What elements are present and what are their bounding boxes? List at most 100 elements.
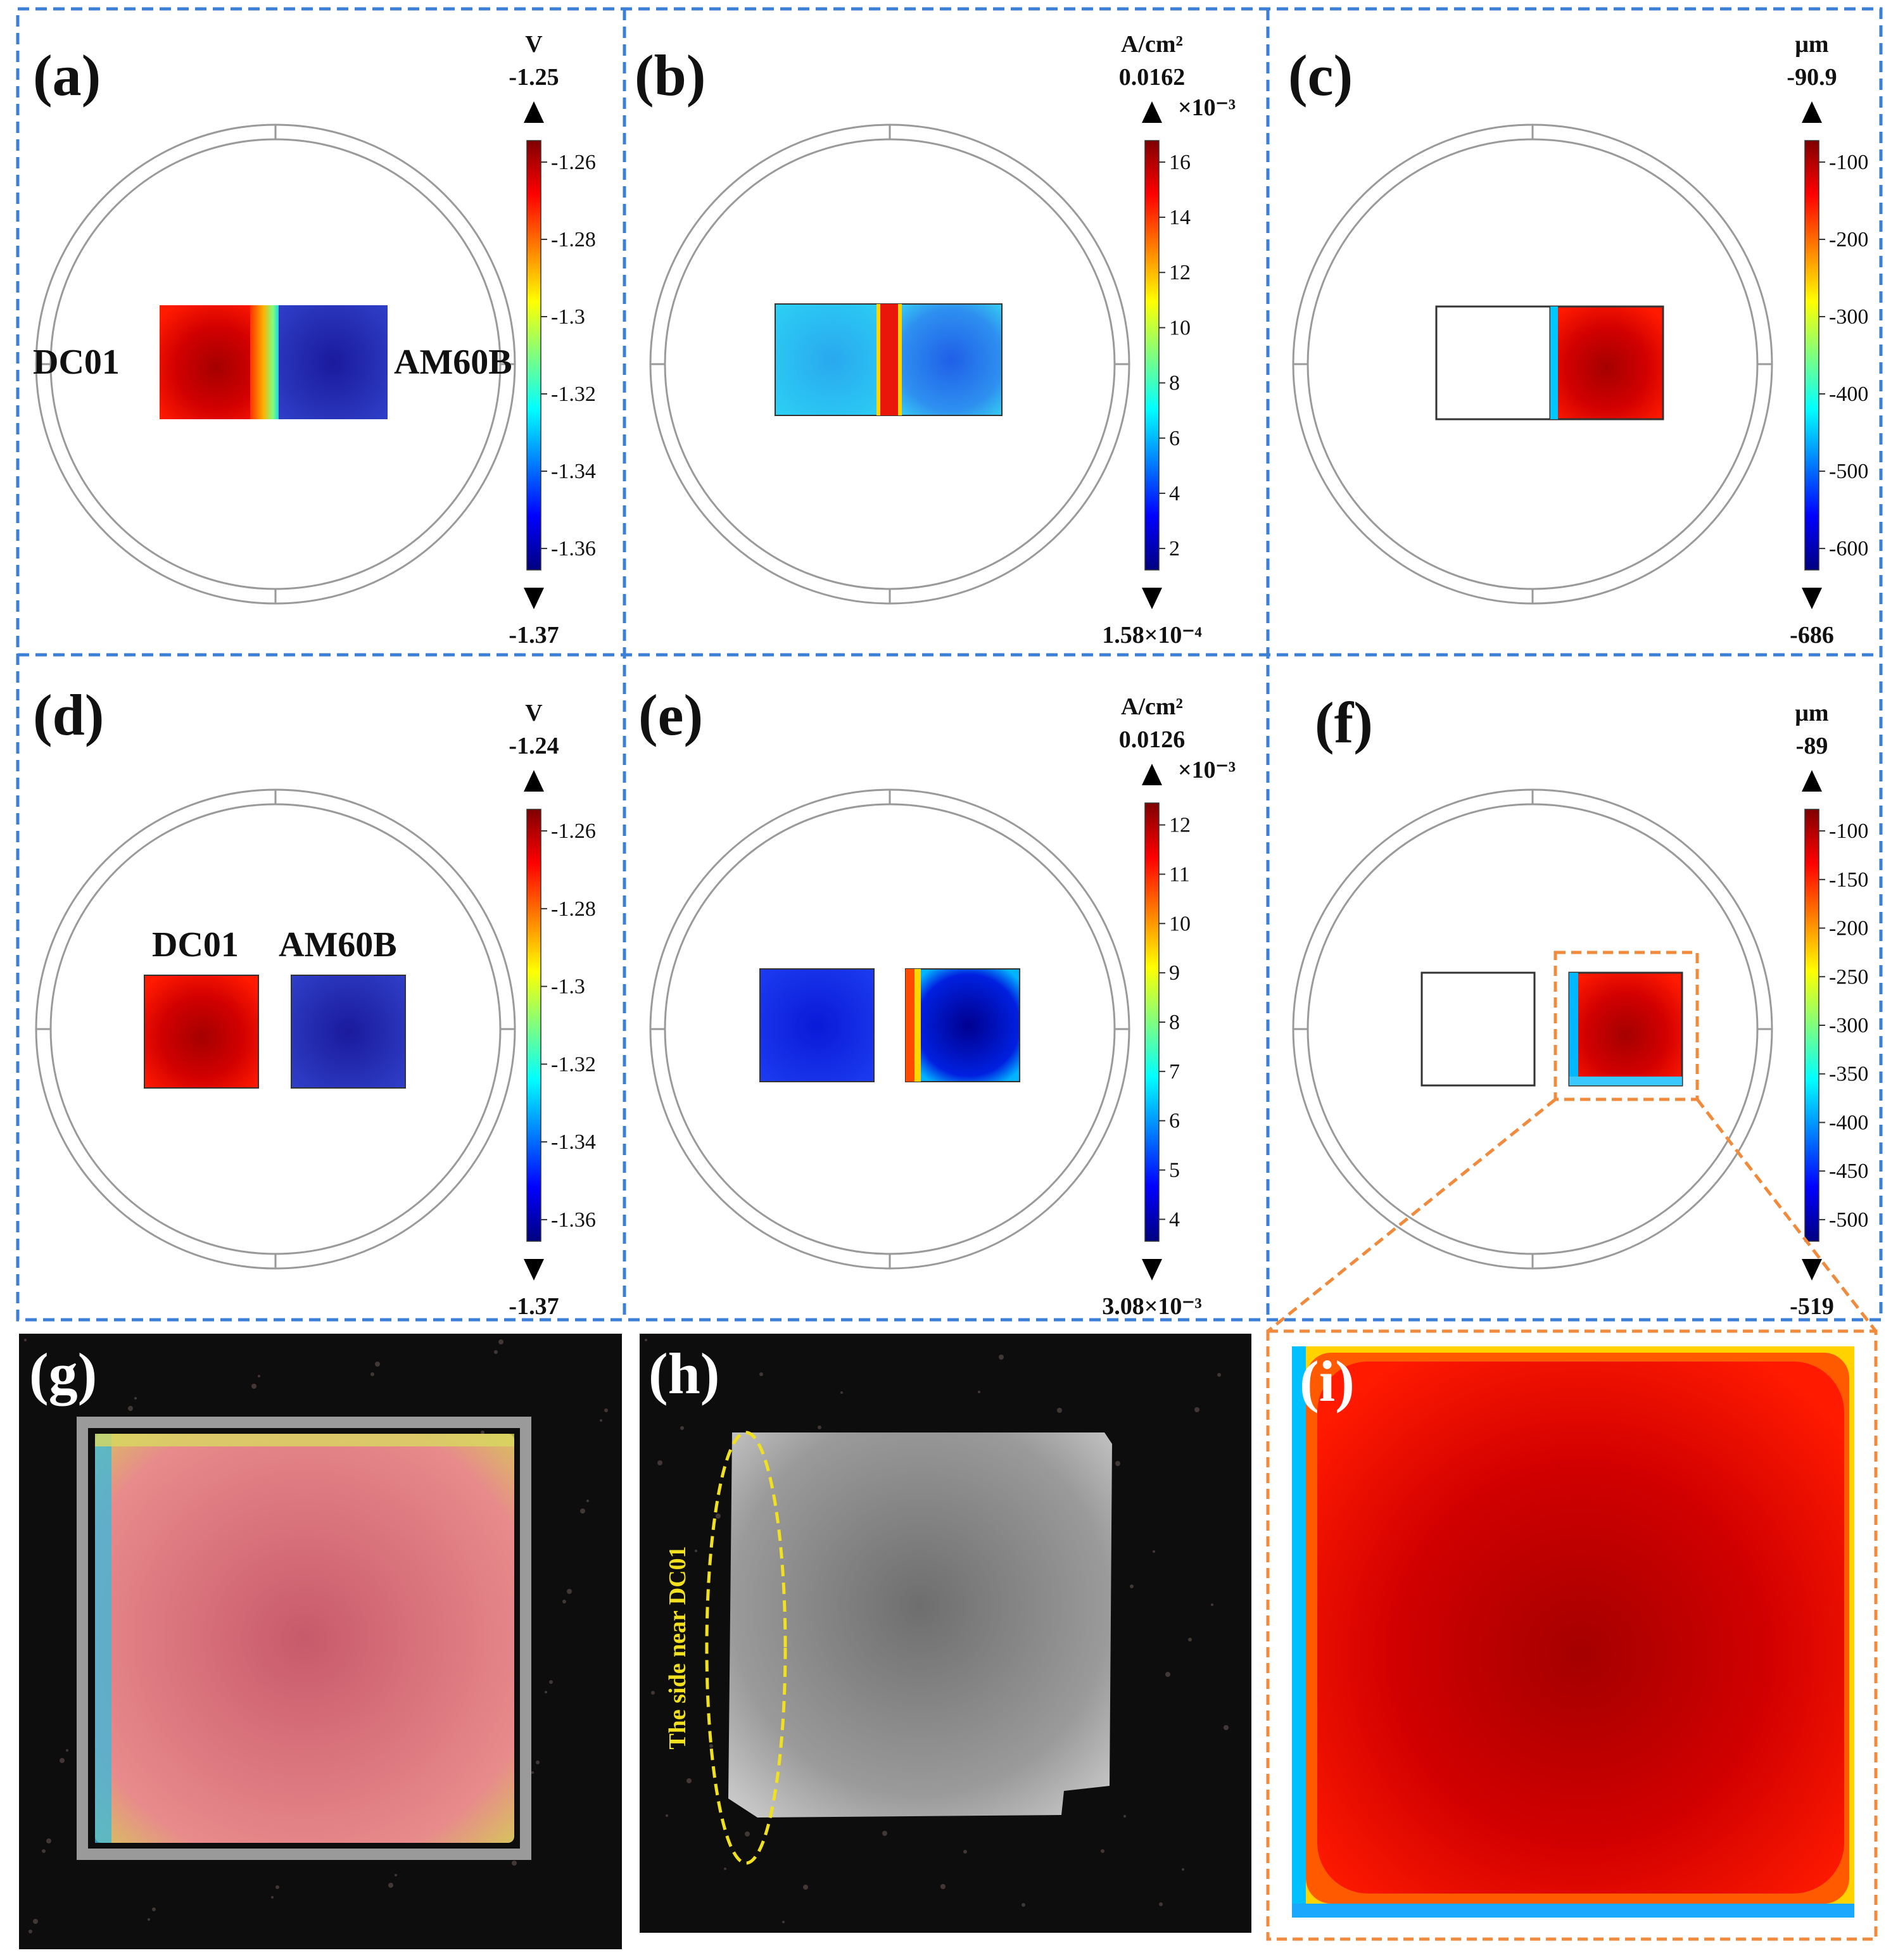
speckle xyxy=(46,1838,51,1843)
panel-label: (f) xyxy=(1315,690,1373,755)
colorbar-tick-label: -100 xyxy=(1829,151,1868,174)
colorbar-tick-label: -1.32 xyxy=(551,1053,596,1076)
depth-edge xyxy=(1550,307,1558,419)
panel-e: (e) xyxy=(638,683,1130,1270)
colorbar-tick-label: 8 xyxy=(1169,372,1180,395)
colorbar-tick-label: -1.28 xyxy=(551,897,596,921)
colorbar-unit: V xyxy=(525,700,543,726)
speckle xyxy=(251,1384,256,1389)
overlay-edge xyxy=(95,1434,514,1446)
panel-label: (d) xyxy=(33,683,104,747)
speckle xyxy=(882,1831,887,1836)
side-annotation: The side near DC01 xyxy=(664,1546,691,1749)
max-arrow-icon xyxy=(1802,770,1822,792)
outer-frame xyxy=(16,7,1883,1322)
colorbar-multiplier: ×10⁻³ xyxy=(1178,757,1236,783)
speckle xyxy=(600,1419,602,1422)
panel-i: (i) xyxy=(1266,1329,1878,1941)
speckle xyxy=(370,1372,374,1376)
panel-label: (c) xyxy=(1288,43,1353,108)
colorbar-d: -1.26 -1.28 -1.3 -1.32 -1.34 -1.36 V -1.24 -1.37 xyxy=(509,700,595,1320)
colorbar-tick-label: 16 xyxy=(1169,151,1191,174)
panel-label: (g) xyxy=(29,1341,97,1406)
colorbar-tick-label: 12 xyxy=(1169,261,1191,284)
speckle xyxy=(686,1778,692,1783)
colorbar-min: 3.08×10⁻³ xyxy=(1102,1293,1202,1320)
panel-d: (d) DC01 AM60B xyxy=(33,683,516,1270)
speckle xyxy=(580,1508,585,1514)
speckle xyxy=(716,1514,721,1519)
colorbar-tick-label: -300 xyxy=(1829,305,1868,329)
speckle xyxy=(395,1874,397,1876)
dc01-potential-map xyxy=(144,975,259,1089)
colorbar-min: 1.58×10⁻⁴ xyxy=(1102,622,1202,648)
colorbar-tick-label: -1.3 xyxy=(551,975,585,999)
colorbar-gradient xyxy=(1144,802,1160,1242)
colorbar-tick-label: -600 xyxy=(1829,537,1868,560)
colorbar-unit: μm xyxy=(1795,700,1828,726)
panel-label: (a) xyxy=(33,43,101,108)
speckle xyxy=(782,1921,785,1923)
dc01-current-map xyxy=(775,303,890,416)
speckle xyxy=(666,1814,668,1817)
colorbar-tick-label: 11 xyxy=(1169,863,1190,886)
speckle xyxy=(1182,1868,1184,1871)
inner-circle xyxy=(664,803,1116,1255)
corroded-sample xyxy=(728,1432,1112,1818)
speckle xyxy=(562,1600,566,1603)
colorbar-tick-label: 14 xyxy=(1169,206,1191,229)
speckle xyxy=(680,1426,684,1430)
speckle xyxy=(152,1907,156,1911)
colorbar-tick-label: 6 xyxy=(1169,427,1180,450)
speckle xyxy=(481,1431,484,1434)
speckle xyxy=(1101,1849,1104,1853)
colorbar-tick-label: -500 xyxy=(1829,1208,1868,1232)
colorbar-max: 0.0162 xyxy=(1119,64,1186,91)
speckle xyxy=(1022,1903,1025,1907)
colorbar-c: -100 -200 -300 -400 -500 -600 μm -90.9 -686 xyxy=(1787,31,1868,648)
colorbar-tick-label: -1.34 xyxy=(551,460,596,483)
depth-edge xyxy=(1569,1077,1682,1085)
colorbar-tick-label: -1.26 xyxy=(551,819,596,843)
am60b-potential-map xyxy=(291,975,406,1089)
colorbar-multiplier: ×10⁻³ xyxy=(1178,94,1236,121)
speckle xyxy=(567,1589,572,1594)
overlay-edge xyxy=(95,1434,111,1843)
panel-g: (g) xyxy=(19,1334,622,1949)
colorbar-gradient xyxy=(526,809,541,1242)
interface-edge xyxy=(906,969,914,1082)
colorbar-tick-label: 8 xyxy=(1169,1011,1180,1034)
interface-edge xyxy=(876,304,880,415)
speckle xyxy=(128,1406,133,1411)
speckle xyxy=(1153,1550,1155,1553)
cell-outline xyxy=(649,788,1130,1270)
depth-map-edge-bottom xyxy=(1292,1904,1854,1918)
overlay-depth-map xyxy=(95,1434,514,1843)
speckle xyxy=(657,1460,662,1465)
speckle xyxy=(803,1885,808,1890)
min-arrow-icon xyxy=(1142,588,1162,609)
dc01-outline xyxy=(1420,971,1536,1087)
colorbar-tick-label: 4 xyxy=(1169,482,1180,505)
depth-map-core xyxy=(1317,1362,1844,1894)
colorbar-max: 0.0126 xyxy=(1119,726,1186,753)
colorbar-max: -90.9 xyxy=(1787,64,1837,91)
colorbar-tick-label: -1.32 xyxy=(551,383,596,406)
speckle xyxy=(709,1744,713,1748)
speckle xyxy=(1123,1815,1126,1818)
speckle xyxy=(512,1861,517,1866)
colorbar-e: 12 11 10 9 8 7 6 5 4 A/cm² 0.0126 3.08×10⁻³ ×10⁻³ xyxy=(1102,693,1236,1320)
am60b-depth-map xyxy=(1549,305,1664,420)
speckle xyxy=(60,1758,65,1763)
panel-frames xyxy=(16,7,1883,1322)
colorbar-tick-label: -500 xyxy=(1829,460,1868,483)
speckle xyxy=(1211,1603,1213,1606)
speckle xyxy=(745,1831,750,1837)
colorbar-min: -1.37 xyxy=(509,622,559,648)
cell-outline xyxy=(1292,788,1773,1270)
colorbar-tick-label: -1.28 xyxy=(551,228,596,251)
colorbar-gradient xyxy=(1804,809,1819,1242)
panel-c: (c) xyxy=(1288,43,1773,605)
speckle xyxy=(695,1550,697,1552)
